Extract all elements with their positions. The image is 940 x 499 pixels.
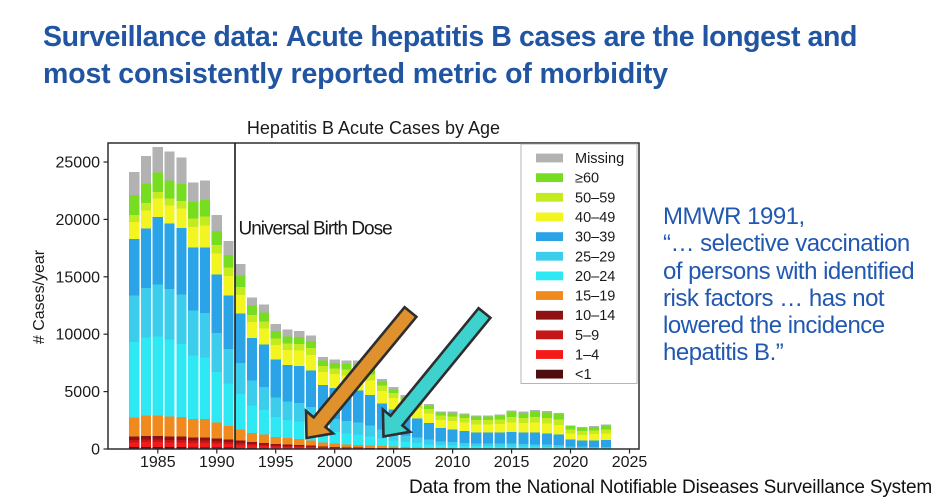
svg-text:2025: 2025 [612,454,648,471]
svg-text:≥60: ≥60 [575,171,599,187]
svg-text:15–19: 15–19 [575,289,615,305]
svg-text:5000: 5000 [64,384,100,401]
svg-text:30–39: 30–39 [575,230,615,246]
svg-text:Missing: Missing [575,151,624,167]
svg-text:1990: 1990 [199,454,235,471]
svg-text:20–24: 20–24 [575,269,615,285]
svg-text:50–59: 50–59 [575,190,615,206]
svg-text:2005: 2005 [376,454,412,471]
svg-text:10–14: 10–14 [575,308,615,324]
svg-text:20000: 20000 [56,212,101,229]
svg-text:15000: 15000 [56,269,101,286]
svg-text:2010: 2010 [435,454,471,471]
svg-text:25000: 25000 [56,155,101,172]
svg-text:1–4: 1–4 [575,348,599,364]
svg-text:1985: 1985 [140,454,176,471]
svg-text:1995: 1995 [258,454,294,471]
svg-text:25–29: 25–29 [575,249,615,265]
svg-text:<1: <1 [575,367,592,383]
svg-text:40–49: 40–49 [575,210,615,226]
svg-text:0: 0 [91,442,100,459]
svg-text:2020: 2020 [553,454,589,471]
svg-text:10000: 10000 [56,327,101,344]
svg-text:2015: 2015 [494,454,530,471]
svg-text:5–9: 5–9 [575,328,599,344]
svg-text:# Cases/year: # Cases/year [31,249,48,344]
svg-text:Hepatitis B Acute Cases by Age: Hepatitis B Acute Cases by Age [247,118,500,138]
svg-text:Universal Birth Dose: Universal Birth Dose [239,219,393,240]
svg-text:2000: 2000 [317,454,353,471]
